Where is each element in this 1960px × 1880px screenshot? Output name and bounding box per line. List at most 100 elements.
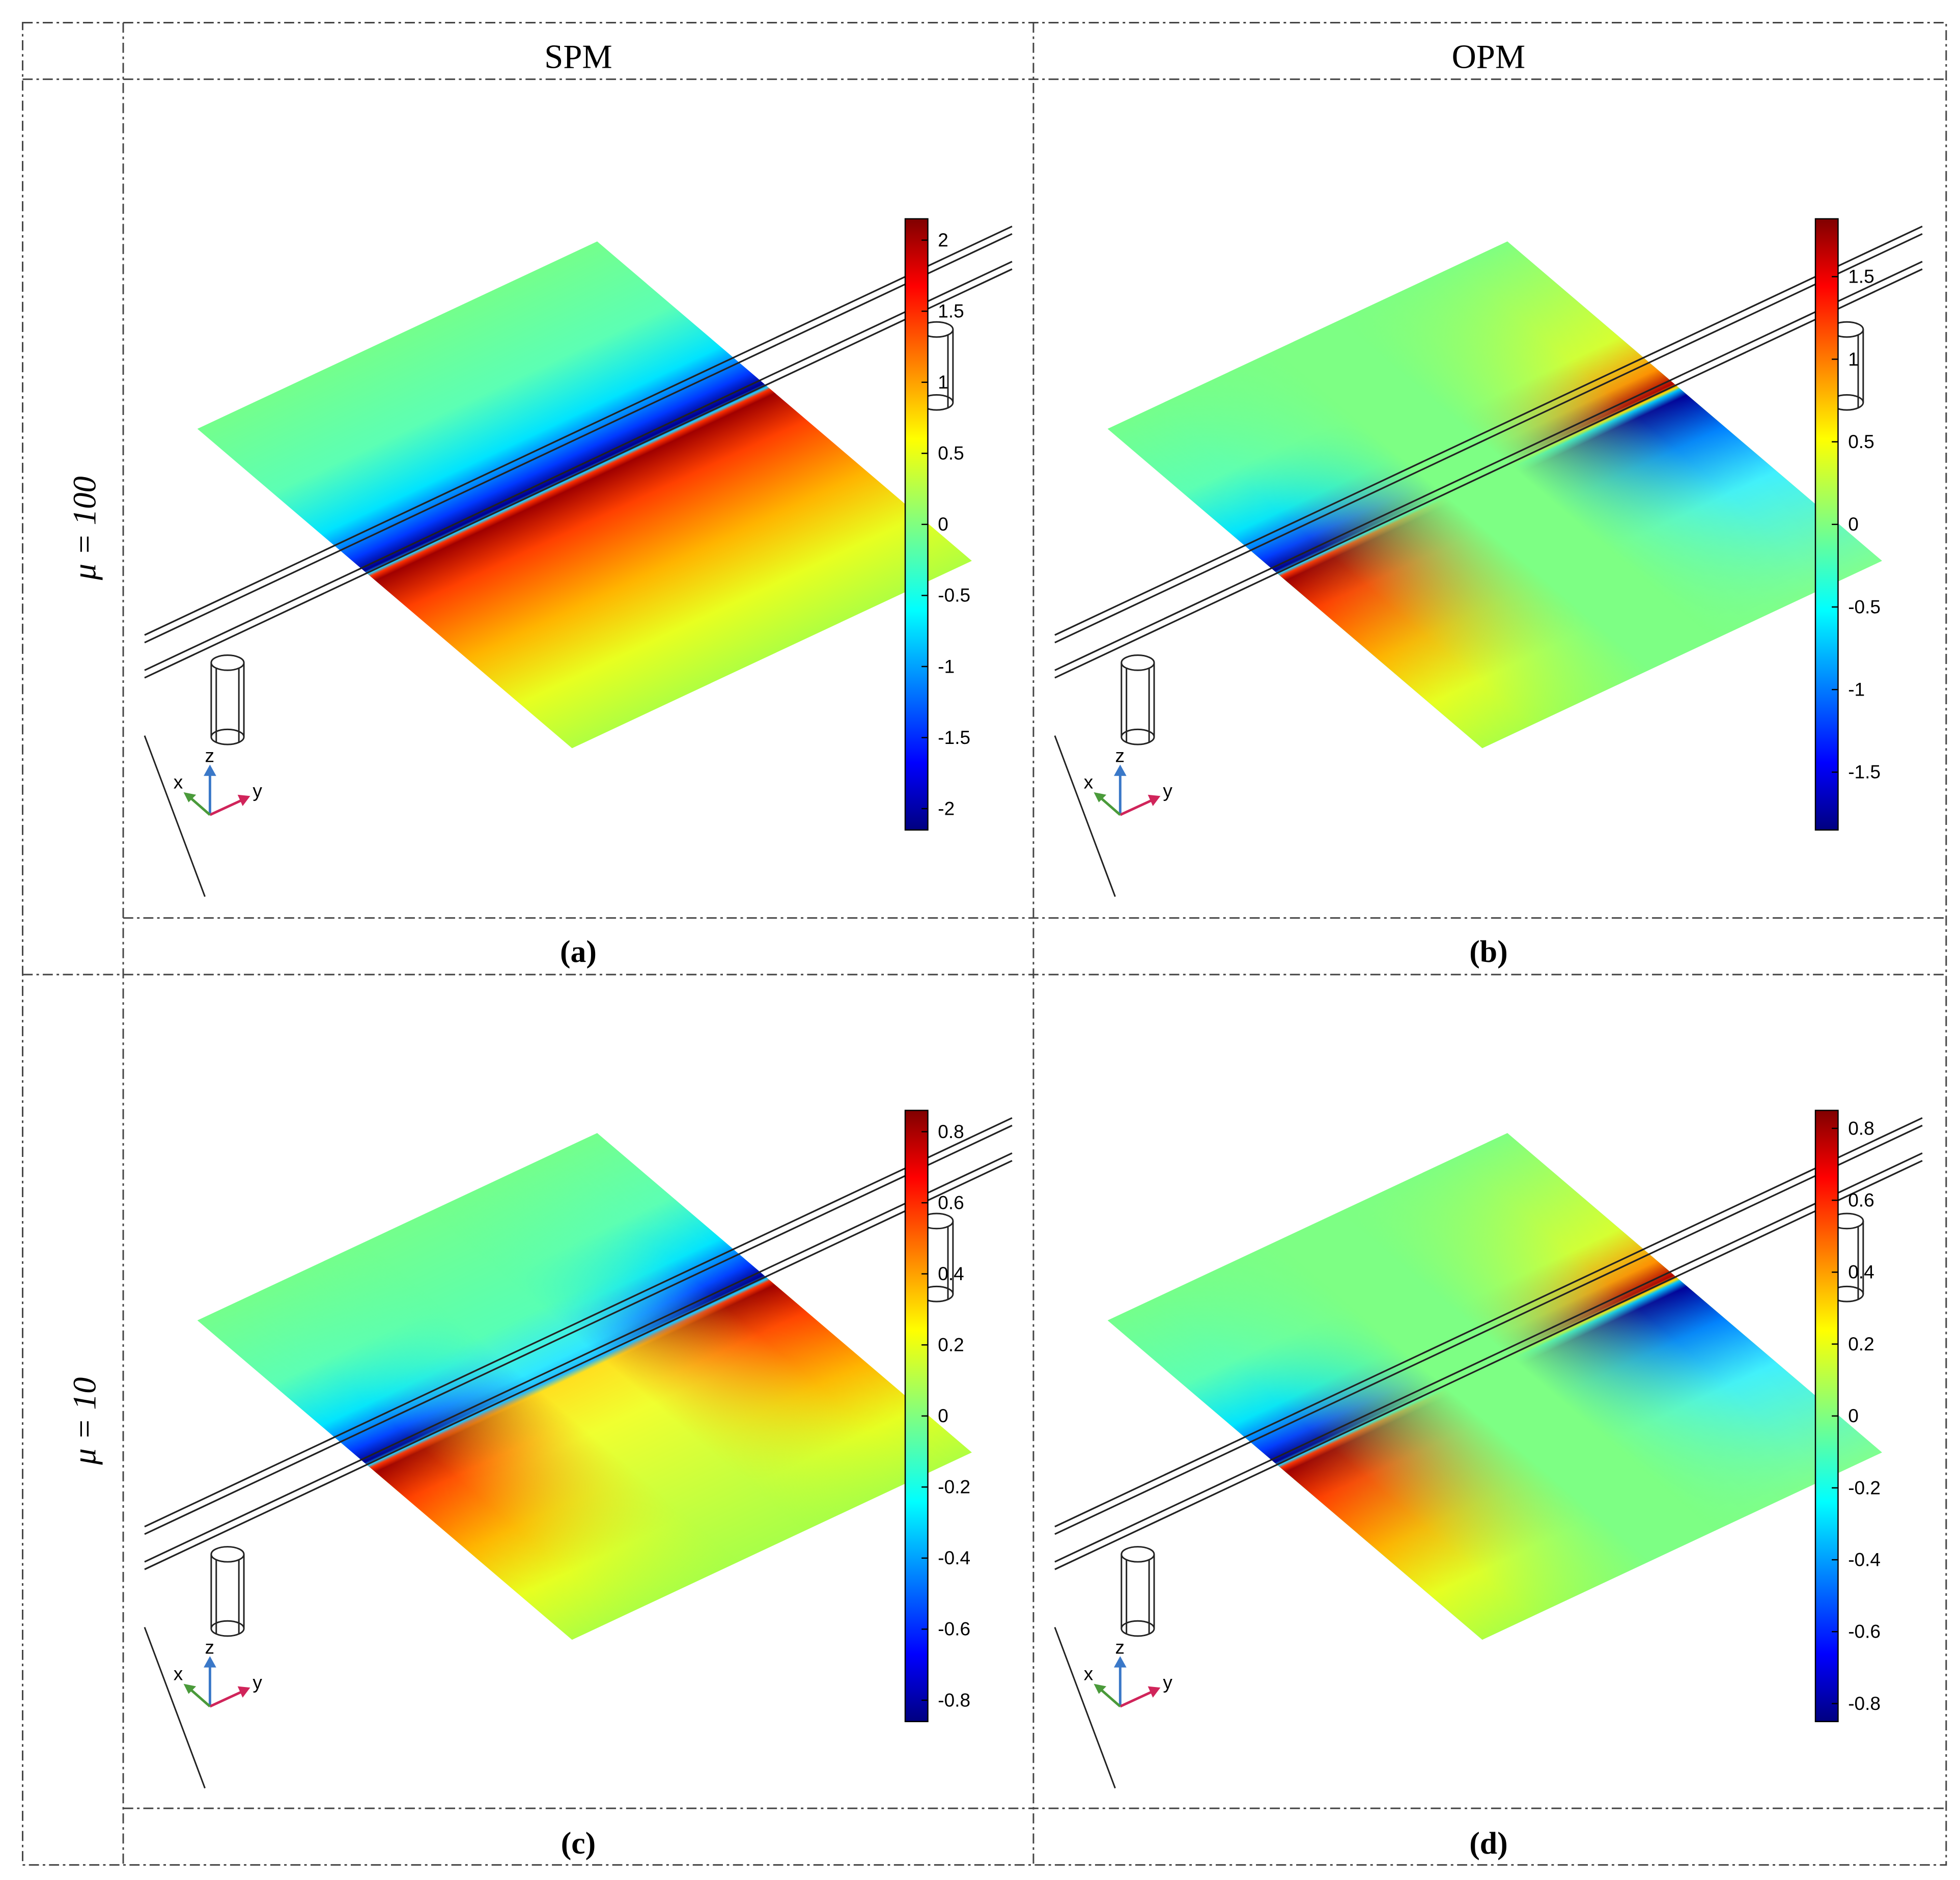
frame [21,21,1947,1866]
colorbar-tick-label: -0.5 [938,585,970,606]
panel: x y z -2 -1.5 -1 -0.5 0 0.5 1 1.5 2 (a) [144,218,1013,969]
axis-x [189,796,211,816]
axis-z-head [204,764,216,776]
field-layer [197,1133,972,1640]
wire [1054,1124,1923,1535]
colorbar-tick-label: 1 [938,371,948,393]
colorbar-tick-label: -0.4 [1848,1549,1881,1570]
ground-line [144,1627,206,1789]
colorbar-tick-label: 1 [1848,348,1859,370]
wire [144,1124,1013,1535]
panel: x y z -1.5 -1 -0.5 0 0.5 1 1.5 (b) [1054,218,1923,969]
axis-label: y [253,1672,262,1693]
colorbar-tick-label: -0.6 [938,1618,970,1640]
axis-z-head [1114,1656,1127,1668]
axis-x-head [183,1683,197,1694]
wire [144,1159,1013,1570]
wire [1054,268,1923,679]
colorbar-tick-label: -1 [938,655,955,677]
axis-y-head [1147,794,1161,806]
axis-z-head [1114,764,1127,776]
axis-x-head [1094,792,1107,803]
axis-label: z [1115,1636,1125,1657]
wire [144,1152,1013,1563]
axis-x [189,1688,211,1708]
colorbar-tick-label: -0.2 [1848,1477,1881,1498]
colorbar-tick-label: -0.4 [938,1547,970,1568]
row-label: μ = 100 [67,476,103,580]
axis-label: x [174,771,183,792]
colorbar-tick-label: -0.5 [1848,596,1881,617]
colorbar-tick-label: -1.5 [938,727,970,748]
ground-line [1054,1627,1116,1789]
wire [1054,1117,1923,1528]
cylinder [1121,1546,1155,1637]
axis-label: z [205,745,215,766]
colorbar-tick-label: 0.6 [1848,1189,1874,1210]
colorbar-tick-label: 1.5 [938,300,964,321]
colorbar-tick-label: 0 [1848,1405,1859,1426]
colorbar-tick-label: 0.5 [938,443,964,464]
colorbar-tick-label: 0.6 [938,1192,964,1213]
wire [1054,261,1923,671]
panel-label: (b) [1469,934,1507,969]
axis-label: y [253,780,262,801]
colorbar-tick-label: 1.5 [1848,266,1874,287]
wire [144,261,1013,671]
colorbar-tick-label: -1 [1848,679,1865,700]
panel-label: (a) [560,934,597,969]
axis-x-head [1094,1683,1107,1694]
axis-label: y [1163,1672,1172,1693]
axis-y [209,1690,243,1708]
wire [1054,1152,1923,1563]
panel-label: (c) [561,1826,596,1861]
axis-label: x [1084,1663,1094,1684]
wire [144,1117,1013,1528]
colorbar-tick-label: 0 [1848,513,1859,535]
panel: x y z -0.8 -0.6 -0.4 -0.2 0 0.2 0.4 0.6 0.8 (d) [1054,1110,1923,1861]
colorbar-tick-label: 0.2 [1848,1333,1874,1354]
wire [1054,226,1923,636]
axis-y-head [237,794,250,806]
colorbar-tick-label: -0.6 [1848,1621,1881,1642]
axis-y-head [237,1686,250,1698]
axis-x [1099,796,1121,816]
cylinder [210,1546,245,1637]
wire [144,233,1013,644]
colorbar-tick-label: -2 [938,797,955,819]
column-header: OPM [1452,38,1525,75]
colorbar-tick-label: -1.5 [1848,761,1881,783]
axis-x [1099,1688,1121,1708]
colorbar-tick-label: 0 [938,1405,948,1426]
axis-y [1119,798,1154,816]
colorbar-tick-label: 0 [938,513,948,535]
colorbar-tick-label: 0.8 [1848,1117,1874,1139]
axis-y [1119,1690,1154,1708]
colorbar-tick-label: 0.8 [938,1121,964,1142]
cylinder [210,654,245,745]
field-plane [197,241,972,749]
axis-label: x [174,1663,183,1684]
axis-label: y [1163,780,1172,801]
colorbar-tick-label: 0.5 [1848,431,1874,452]
colorbar-tick-label: 0.4 [1848,1261,1874,1283]
panel: x y z -0.8 -0.6 -0.4 -0.2 0 0.2 0.4 0.6 0.8 (c) [144,1110,1013,1861]
colorbar-tick-label: -0.8 [1848,1693,1881,1714]
field-layer [1107,241,1882,749]
axis-label: x [1084,771,1094,792]
ground-line [144,735,206,897]
colorbar-tick-label: -0.2 [938,1476,970,1498]
axis-label: z [1115,745,1125,766]
field-layer [197,241,972,749]
field-plane [1107,1133,1882,1640]
field-plane [197,1133,972,1640]
colorbar-tick-label: 2 [938,229,948,251]
field-plane [1107,241,1882,749]
cylinder [1121,654,1155,745]
row-label: μ = 10 [67,1377,103,1466]
axis-z-head [204,1656,216,1668]
axis-y [209,798,243,816]
colorbar-tick-label: 0.2 [938,1334,964,1356]
